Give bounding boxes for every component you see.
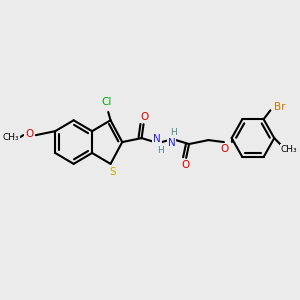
Text: N: N: [168, 138, 176, 148]
Text: O: O: [25, 129, 33, 139]
Text: O: O: [181, 160, 189, 170]
Text: O: O: [140, 112, 148, 122]
Text: O: O: [221, 144, 229, 154]
Text: N: N: [153, 134, 161, 144]
Text: H: H: [157, 146, 164, 154]
Text: CH₃: CH₃: [280, 145, 297, 154]
Text: Br: Br: [274, 102, 286, 112]
Text: CH₃: CH₃: [2, 133, 19, 142]
Text: H: H: [170, 128, 177, 137]
Text: S: S: [109, 167, 116, 177]
Text: Cl: Cl: [101, 98, 112, 107]
